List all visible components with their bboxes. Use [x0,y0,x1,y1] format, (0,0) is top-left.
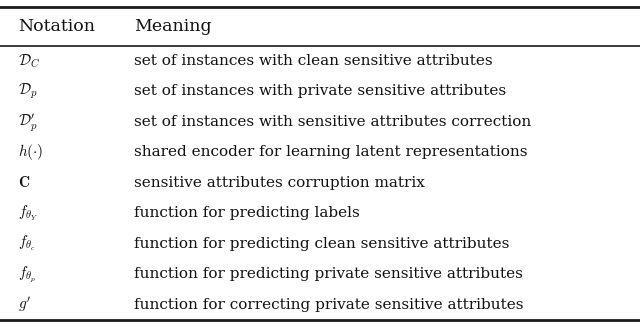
Text: $f_{\theta_p}$: $f_{\theta_p}$ [18,264,36,284]
Text: $\mathcal{D}_p'$: $\mathcal{D}_p'$ [18,111,38,133]
Text: function for correcting private sensitive attributes: function for correcting private sensitiv… [134,298,524,312]
Text: $\mathcal{D}_C$: $\mathcal{D}_C$ [18,52,40,70]
Text: $g'$: $g'$ [18,295,31,314]
Text: function for predicting clean sensitive attributes: function for predicting clean sensitive … [134,237,510,251]
Text: $\mathcal{D}_p$: $\mathcal{D}_p$ [18,82,38,101]
Text: $f_{\theta_Y}$: $f_{\theta_Y}$ [18,203,38,223]
Text: Notation: Notation [18,18,95,35]
Text: $h(\cdot)$: $h(\cdot)$ [18,142,44,162]
Text: sensitive attributes corruption matrix: sensitive attributes corruption matrix [134,176,425,190]
Text: set of instances with sensitive attributes correction: set of instances with sensitive attribut… [134,115,532,129]
Text: shared encoder for learning latent representations: shared encoder for learning latent repre… [134,145,528,159]
Text: function for predicting labels: function for predicting labels [134,206,360,220]
Text: set of instances with private sensitive attributes: set of instances with private sensitive … [134,84,506,98]
Text: $\mathbf{C}$: $\mathbf{C}$ [18,175,30,190]
Text: function for predicting private sensitive attributes: function for predicting private sensitiv… [134,267,524,281]
Text: set of instances with clean sensitive attributes: set of instances with clean sensitive at… [134,54,493,68]
Text: Meaning: Meaning [134,18,212,35]
Text: $f_{\theta_c}$: $f_{\theta_c}$ [18,234,36,253]
